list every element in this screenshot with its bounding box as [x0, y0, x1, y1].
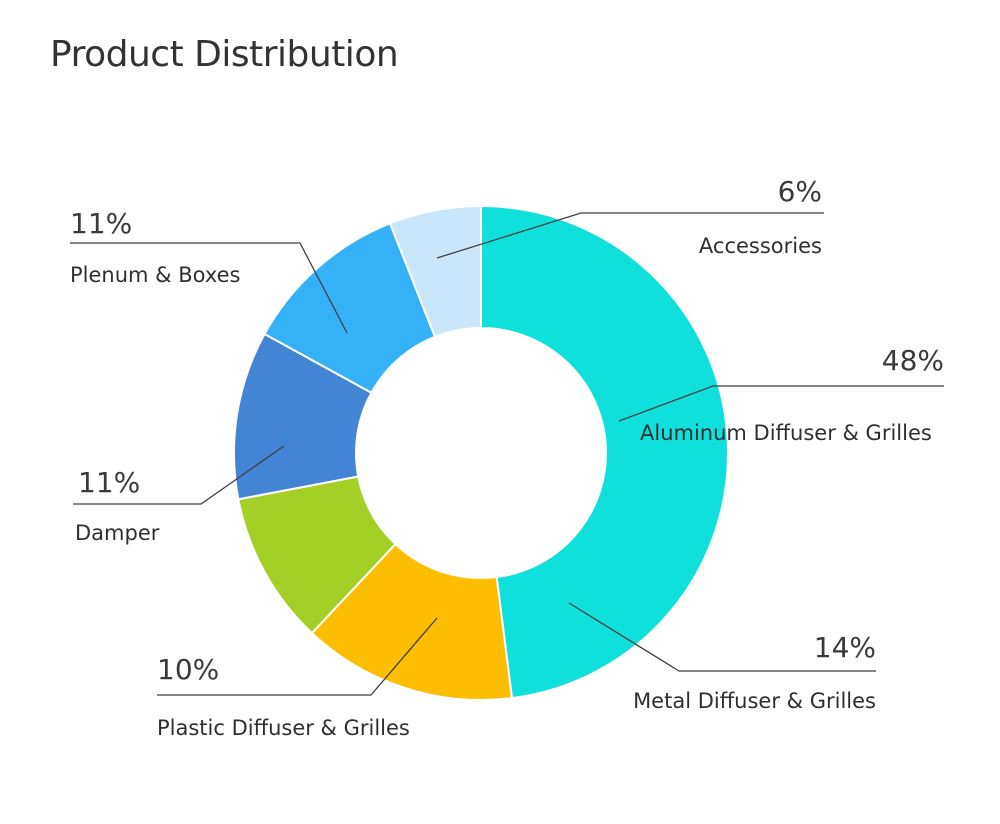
leaders-layer: [70, 212, 944, 696]
slice-aluminum-diffuser-and-grilles: [480, 204, 729, 700]
slice-accessories: [388, 204, 482, 339]
category-label-aluminum-diffuser-and-grilles: Aluminum Diffuser & Grilles: [640, 421, 932, 445]
slices-layer: [233, 204, 729, 701]
percent-label-aluminum-diffuser-and-grilles: 48%: [882, 344, 944, 377]
leader-line-aluminum-diffuser-and-grilles: [618, 385, 944, 422]
category-label-accessories: Accessories: [699, 234, 822, 258]
leader-line-metal-diffuser-and-grilles: [568, 602, 876, 672]
slice-metal-diffuser-and-grilles: [310, 542, 514, 701]
category-label-damper: Damper: [75, 521, 160, 545]
leader-line-accessories: [436, 212, 824, 259]
leader-line-plastic-diffuser-and-grilles: [157, 617, 438, 696]
percent-label-plenum-and-boxes: 11%: [70, 207, 132, 240]
chart-title: Product Distribution: [50, 34, 399, 75]
category-label-plenum-and-boxes: Plenum & Boxes: [70, 263, 240, 287]
category-label-plastic-diffuser-and-grilles: Plastic Diffuser & Grilles: [157, 716, 410, 740]
percent-label-accessories: 6%: [778, 175, 822, 208]
category-label-metal-diffuser-and-grilles: Metal Diffuser & Grilles: [633, 689, 876, 713]
percent-label-damper: 11%: [78, 466, 140, 499]
labels-layer: 48% Aluminum Diffuser & Grilles 14% Metal D…: [70, 175, 944, 740]
percent-label-plastic-diffuser-and-grilles: 10%: [157, 653, 219, 686]
percent-label-metal-diffuser-and-grilles: 14%: [814, 631, 876, 664]
leader-line-damper: [73, 445, 285, 505]
leader-line-plenum-and-boxes: [70, 242, 348, 334]
